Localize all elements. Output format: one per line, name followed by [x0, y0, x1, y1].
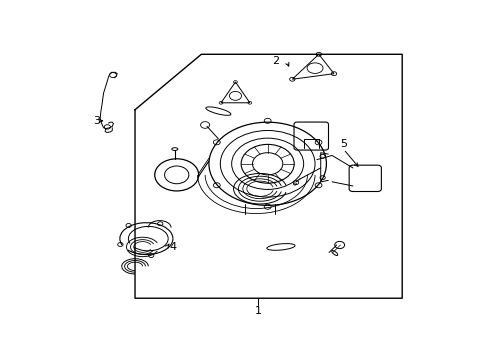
Text: 5: 5	[339, 139, 346, 149]
Text: 3: 3	[93, 116, 101, 126]
Text: 1: 1	[254, 306, 261, 316]
Text: 4: 4	[169, 242, 176, 252]
Text: 2: 2	[271, 56, 278, 66]
